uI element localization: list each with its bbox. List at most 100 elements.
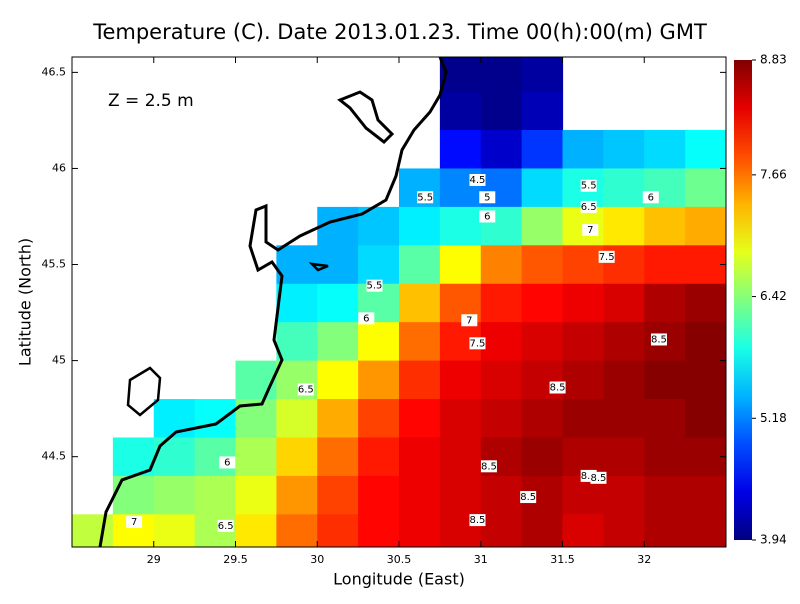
cell (644, 399, 686, 439)
x-tick-label: 29.5 (223, 553, 248, 566)
cell (521, 168, 564, 208)
cell (358, 399, 400, 439)
cell (603, 437, 645, 477)
cell (358, 514, 400, 547)
contour-label: 6.5 (218, 521, 234, 532)
contour-label-box (480, 460, 497, 473)
cell (521, 360, 564, 400)
cell (276, 245, 318, 285)
contour-label: 5.5 (367, 281, 383, 292)
cell (521, 91, 564, 131)
cell (603, 475, 645, 515)
cell (358, 360, 400, 400)
cell (603, 206, 645, 246)
cell (358, 437, 400, 477)
contour-label: 6 (484, 211, 490, 222)
cell (399, 283, 441, 323)
colorbar-tick-label: 5.18 (760, 411, 787, 425)
coast-inlet (126, 262, 329, 417)
colorbar (734, 60, 752, 540)
contour-label-box (580, 200, 597, 213)
contour-labels: 4.5 5 5.5 5.5 6 6.5 6 7 7.5 5.5 6 7 7.5 8.5 6.5 8.5 6 8.5… (126, 173, 667, 532)
cell (276, 322, 318, 362)
cell (276, 514, 318, 547)
cell (480, 475, 523, 515)
contour-label-box (582, 223, 599, 236)
contour-label: 6.5 (298, 384, 314, 395)
cell (480, 130, 523, 170)
colorbar-tick-label: 7.66 (760, 167, 787, 181)
cell (603, 514, 645, 547)
cell (153, 475, 196, 515)
cell (685, 245, 726, 285)
cell (439, 475, 482, 515)
cell (317, 283, 359, 323)
contour-label: 7.5 (470, 338, 486, 349)
cell (317, 360, 359, 400)
contour-label: 5.5 (581, 181, 597, 192)
cell (603, 399, 645, 439)
cell (644, 245, 686, 285)
cell (399, 475, 441, 515)
cell (644, 283, 686, 323)
cell (521, 514, 564, 547)
cell (521, 206, 564, 246)
contour-label-box (366, 279, 383, 292)
cell (480, 57, 523, 93)
cell (685, 399, 726, 439)
cell (399, 245, 441, 285)
cell (439, 399, 482, 439)
colorbar-tick-label: 8.83 (760, 53, 787, 67)
colorbar-tick-label: 3.94 (760, 533, 787, 547)
cell (194, 475, 237, 515)
cell (194, 399, 237, 439)
cell (317, 322, 359, 362)
contour-label-box (549, 381, 566, 394)
x-tick-label: 29 (147, 553, 161, 566)
x-tick-label: 31.5 (550, 553, 575, 566)
cell (480, 360, 523, 400)
contour-label: 4.5 (470, 175, 486, 186)
x-tick-label: 30 (310, 553, 324, 566)
cell (562, 322, 604, 362)
cell (562, 130, 604, 170)
cell (317, 475, 359, 515)
cell (235, 360, 277, 400)
contour-label: 6 (224, 457, 230, 468)
cell (399, 437, 441, 477)
cell (399, 399, 441, 439)
cell (562, 283, 604, 323)
contour-label-box (520, 491, 537, 504)
contour-label-box (469, 514, 486, 527)
cell (521, 130, 564, 170)
cell (644, 130, 686, 170)
chart-title: Temperature (C). Date 2013.01.23. Time 0… (92, 20, 707, 44)
cell (685, 206, 726, 246)
cell (439, 91, 482, 131)
contour-label-box (479, 191, 496, 204)
contour-label: 7.5 (599, 252, 615, 263)
y-tick-label: 45.5 (42, 258, 67, 271)
x-tick-label: 31 (474, 553, 488, 566)
cell (399, 322, 441, 362)
contour-label-box (297, 383, 314, 396)
contour-label: 8.5 (520, 492, 536, 503)
contour-label: 8.5 (470, 515, 486, 526)
cell (276, 283, 318, 323)
contour-label: 8.5 (651, 334, 667, 345)
contour-label-box (417, 191, 434, 204)
cell (480, 91, 523, 131)
contour-label: 7 (131, 517, 137, 528)
annotation: Z = 2.5 m (108, 91, 194, 111)
cell (603, 322, 645, 362)
cell (521, 57, 564, 93)
contour-label-box (219, 456, 236, 469)
cell (562, 360, 604, 400)
cell (685, 322, 726, 362)
cell (603, 130, 645, 170)
cell (521, 245, 564, 285)
cell (72, 514, 114, 547)
cell (603, 283, 645, 323)
cell (644, 437, 686, 477)
cell (521, 322, 564, 362)
